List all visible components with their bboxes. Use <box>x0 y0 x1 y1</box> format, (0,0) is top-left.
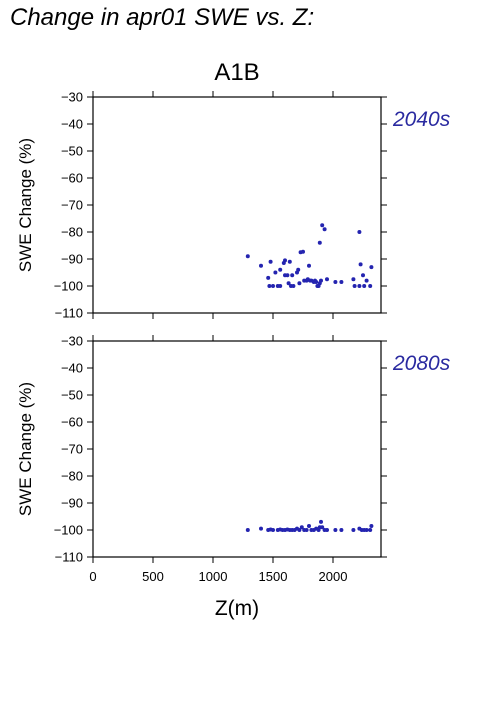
x-tick-label: 1500 <box>259 569 288 584</box>
x-tick-label: 0 <box>89 569 96 584</box>
data-point <box>319 519 323 524</box>
data-point <box>301 249 305 254</box>
y-tick-label: −90 <box>61 496 83 511</box>
data-point <box>283 258 287 263</box>
data-point <box>351 528 356 532</box>
y-tick-label: −50 <box>61 144 83 159</box>
data-point <box>314 279 319 284</box>
data-point <box>299 525 304 530</box>
data-point <box>267 284 272 288</box>
panel-2080s: −30 −40 −50 −60 −70 −80 −90 −100 −110 0 500 1000 150… <box>16 334 451 621</box>
data-point <box>307 523 311 528</box>
data-point <box>304 528 309 532</box>
data-point <box>271 528 275 532</box>
y-tick-label: −40 <box>61 117 83 132</box>
page-title: Change in apr01 SWE vs. Z: <box>10 4 315 31</box>
data-point <box>333 528 338 532</box>
plot-frame <box>92 96 382 314</box>
panels-group: −30 −40 −50 −60 −70 −80 −90 −100 −110 SWE Change … <box>16 90 451 621</box>
y-tick-label: −70 <box>61 198 83 213</box>
period-label-2080s: 2080s <box>392 352 451 375</box>
y-tick-label: −30 <box>61 90 83 105</box>
data-point <box>285 273 290 278</box>
data-point <box>351 277 356 282</box>
data-point <box>296 267 301 272</box>
data-point <box>364 528 369 532</box>
y-tick-label: −90 <box>61 252 83 267</box>
data-point <box>278 267 283 272</box>
y-tick-label: −40 <box>61 361 83 376</box>
data-point <box>325 528 329 532</box>
data-point <box>287 259 292 264</box>
data-point <box>291 284 296 288</box>
data-point <box>368 284 373 288</box>
data-point <box>369 265 374 270</box>
data-point <box>357 230 362 234</box>
data-point <box>297 528 302 532</box>
data-point <box>320 525 325 530</box>
data-point <box>245 254 250 259</box>
data-point <box>319 278 323 283</box>
data-point <box>368 528 373 532</box>
x-tick-label: 500 <box>142 569 164 584</box>
data-point <box>259 526 263 531</box>
x-tick-label: 1000 <box>199 569 228 584</box>
data-point <box>286 281 291 286</box>
data-point <box>266 275 271 280</box>
y-axis-title: SWE Change (%) <box>16 382 35 516</box>
data-point <box>290 273 295 278</box>
data-point <box>278 284 283 288</box>
y-tick-label: −30 <box>61 334 83 349</box>
x-axis-title: Z(m) <box>215 597 259 620</box>
y-tick-label: −100 <box>54 279 83 294</box>
data-point <box>352 284 357 288</box>
y-tick-label: −50 <box>61 388 83 403</box>
panel-2040s: −30 −40 −50 −60 −70 −80 −90 −100 −110 SWE Change … <box>16 90 451 321</box>
x-tick-label: 2000 <box>319 569 348 584</box>
data-point <box>357 284 362 288</box>
y-tick-label: −110 <box>55 306 83 321</box>
data-point <box>339 279 344 284</box>
data-point <box>339 528 344 532</box>
y-tick-label: −60 <box>61 415 83 430</box>
data-point <box>364 278 369 283</box>
data-point <box>268 259 273 264</box>
data-point <box>358 262 363 267</box>
data-point <box>333 279 338 284</box>
period-label-2040s: 2040s <box>392 108 451 131</box>
y-tick-label: −70 <box>61 442 83 457</box>
data-point <box>273 270 278 275</box>
y-axis-title: SWE Change (%) <box>16 138 35 272</box>
y-tick-label: −100 <box>54 523 83 538</box>
data-point <box>297 281 302 286</box>
data-point <box>322 227 327 232</box>
y-tick-label: −80 <box>61 469 83 484</box>
y-tick-label: −60 <box>61 171 83 186</box>
data-point <box>320 223 325 228</box>
y-tick-label: −80 <box>61 225 83 240</box>
scenario-title: A1B <box>214 59 259 86</box>
data-point <box>271 284 275 288</box>
plot-frame <box>92 340 382 558</box>
data-point <box>361 273 365 278</box>
data-point <box>317 240 322 245</box>
data-point <box>307 263 311 268</box>
data-point <box>362 284 367 288</box>
data-point <box>369 523 374 528</box>
data-point <box>259 263 263 268</box>
data-point <box>325 277 329 282</box>
data-point <box>245 528 250 532</box>
y-tick-label: −110 <box>55 550 83 565</box>
